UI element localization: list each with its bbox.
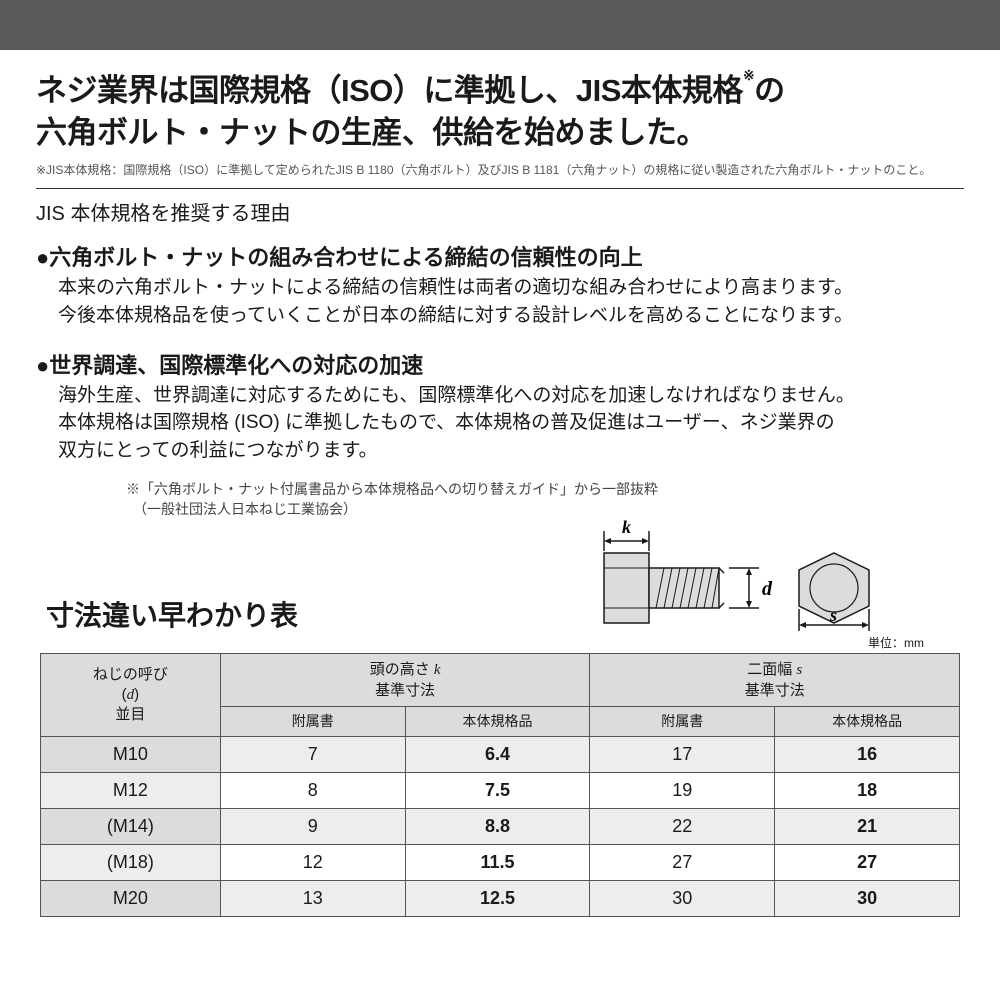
- cell-s-a: 19: [590, 772, 775, 808]
- cell-k-a: 8: [220, 772, 405, 808]
- th-s-l2: 基準寸法: [745, 682, 805, 699]
- cell-name: M20: [41, 880, 221, 916]
- th-name-l3: 並目: [115, 706, 145, 723]
- s-label: s: [829, 605, 837, 625]
- th-s-b: 本体規格品: [775, 707, 960, 736]
- cell-k-b: 11.5: [405, 844, 590, 880]
- bullet-2-title: ●世界調達、国際標準化への対応の加速: [36, 348, 964, 380]
- bullet-2-body-line3: 双方にとっての利益につながります。: [58, 440, 378, 461]
- headline-line1b: の: [754, 73, 785, 108]
- d-label: d: [762, 578, 773, 600]
- spec-table: ねじの呼び (d) 並目 頭の高さ k 基準寸法 二面幅 s 基準寸法 附属書 …: [40, 653, 960, 916]
- bullet-2-body: 海外生産、世界調達に対応するためにも、国際標準化への対応を加速しなければなりませ…: [58, 382, 964, 465]
- cell-k-b: 6.4: [405, 736, 590, 772]
- th-name-l2: (d): [122, 686, 140, 703]
- cell-name: M10: [41, 736, 221, 772]
- divider: [36, 188, 964, 189]
- th-k-group: 頭の高さ k 基準寸法: [220, 654, 590, 707]
- cell-s-a: 27: [590, 844, 775, 880]
- content-area: ネジ業界は国際規格（ISO）に準拠し、JIS本体規格※の 六角ボルト・ナットの生…: [0, 50, 1000, 917]
- cell-name: (M14): [41, 808, 221, 844]
- cell-name: M12: [41, 772, 221, 808]
- cell-s-a: 30: [590, 880, 775, 916]
- table-title: 寸法違い早わかり表: [46, 594, 298, 634]
- k-label: k: [622, 517, 631, 537]
- th-k-l2: 基準寸法: [375, 682, 435, 699]
- bullet-1-title: ●六角ボルト・ナットの組み合わせによる締結の信頼性の向上: [36, 240, 964, 272]
- cell-s-b: 16: [775, 736, 960, 772]
- spec-tbody: M10 7 6.4 17 16 M12 8 7.5 19 18 (M14) 9 …: [41, 736, 960, 916]
- headline-line2: 六角ボルト・ナットの生産、供給を始めました。: [36, 115, 707, 150]
- headline-asterisk: ※: [743, 67, 754, 83]
- cell-s-b: 30: [775, 880, 960, 916]
- th-s-a: 附属書: [590, 707, 775, 736]
- cell-s-a: 22: [590, 808, 775, 844]
- th-name-l1: ねじの呼び: [93, 666, 168, 683]
- table-title-wrap: 寸法違い早わかり表: [36, 594, 298, 638]
- headline-line1a: ネジ業界は国際規格（ISO）に準拠し、JIS本体規格: [36, 73, 743, 108]
- table-row: (M18) 12 11.5 27 27: [41, 844, 960, 880]
- bullet-2-body-line1: 海外生産、世界調達に対応するためにも、国際標準化への対応を加速しなければなりませ…: [58, 385, 855, 406]
- cell-k-b: 7.5: [405, 772, 590, 808]
- th-name: ねじの呼び (d) 並目: [41, 654, 221, 736]
- top-bar: [0, 0, 1000, 50]
- bullet-1-body-line2: 今後本体規格品を使っていくことが日本の締結に対する設計レベルを高めることになりま…: [58, 305, 853, 326]
- cell-k-a: 7: [220, 736, 405, 772]
- cell-name: (M18): [41, 844, 221, 880]
- cell-s-b: 21: [775, 808, 960, 844]
- cell-s-b: 27: [775, 844, 960, 880]
- bullet-1-body: 本来の六角ボルト・ナットによる締結の信頼性は両者の適切な組み合わせにより高まりま…: [58, 274, 964, 329]
- cell-k-a: 9: [220, 808, 405, 844]
- th-k-a: 附属書: [220, 707, 405, 736]
- th-s-l1: 二面幅 s: [747, 661, 802, 678]
- bolt-diagram: k: [594, 513, 894, 638]
- cell-s-b: 18: [775, 772, 960, 808]
- bullet-2-body-line2: 本体規格は国際規格 (ISO) に準拠したもので、本体規格の普及促進はユーザー、…: [58, 412, 835, 433]
- table-row: M20 13 12.5 30 30: [41, 880, 960, 916]
- table-row: M10 7 6.4 17 16: [41, 736, 960, 772]
- fine-print: ※JIS本体規格：国際規格（ISO）に準拠して定められたJIS B 1180（六…: [36, 162, 964, 179]
- reasons-subhead: JIS 本体規格を推奨する理由: [36, 197, 964, 226]
- th-k-b: 本体規格品: [405, 707, 590, 736]
- bullet-1-body-line1: 本来の六角ボルト・ナットによる締結の信頼性は両者の適切な組み合わせにより高まりま…: [58, 277, 853, 298]
- main-headline: ネジ業界は国際規格（ISO）に準拠し、JIS本体規格※の 六角ボルト・ナットの生…: [36, 70, 964, 154]
- th-k-l1: 頭の高さ k: [370, 661, 441, 678]
- th-s-group: 二面幅 s 基準寸法: [590, 654, 960, 707]
- citation-line1: ※「六角ボルト・ナット付属書品から本体規格品への切り替えガイド」から一部抜粋: [126, 481, 658, 497]
- table-row: M12 8 7.5 19 18: [41, 772, 960, 808]
- table-row: (M14) 9 8.8 22 21: [41, 808, 960, 844]
- diagram-row: 寸法違い早わかり表 k: [36, 513, 964, 638]
- citation-line2: （一般社団法人日本ねじ工業協会）: [126, 501, 357, 517]
- cell-k-b: 12.5: [405, 880, 590, 916]
- cell-k-a: 13: [220, 880, 405, 916]
- cell-k-b: 8.8: [405, 808, 590, 844]
- bolt-svg: k: [594, 513, 894, 633]
- cell-s-a: 17: [590, 736, 775, 772]
- cell-k-a: 12: [220, 844, 405, 880]
